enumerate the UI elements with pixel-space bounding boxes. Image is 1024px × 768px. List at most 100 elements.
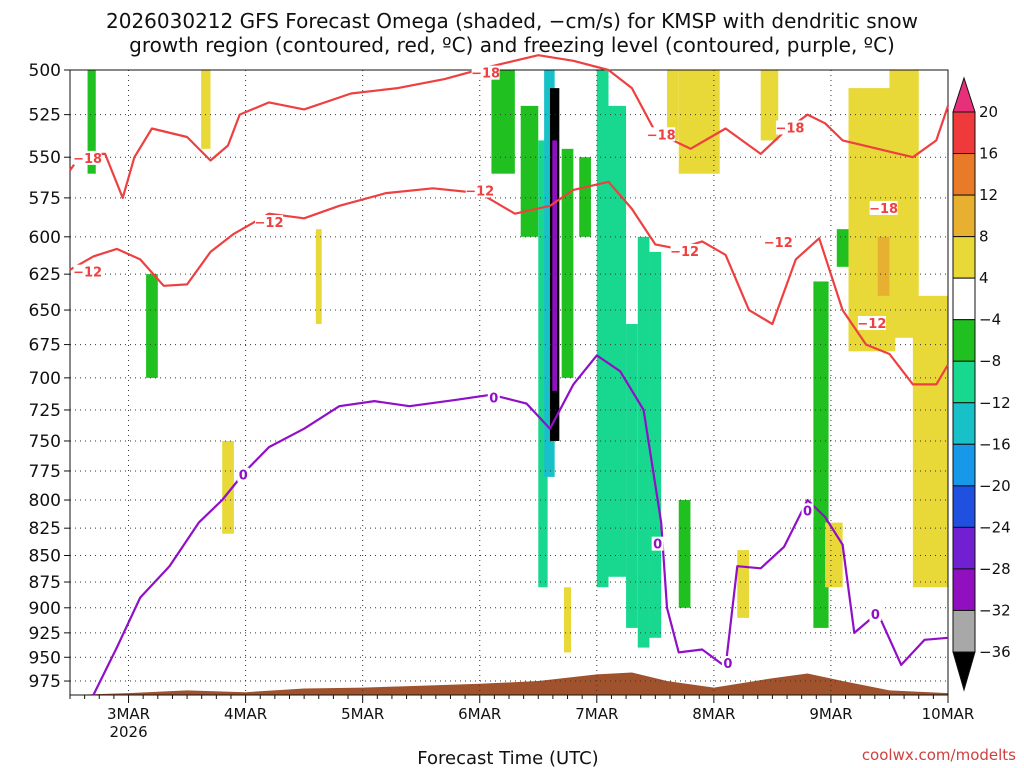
plot-area xyxy=(70,70,948,695)
colorbar-segment-1 xyxy=(952,153,976,196)
omega-band-6 xyxy=(520,105,539,237)
y-axis: 500 525 550 575 600 625 650 675 700 725 750 775 800 8… xyxy=(29,61,70,692)
y-tick-label-7: 675 xyxy=(29,336,61,356)
contour-label-bg-1 xyxy=(471,65,500,80)
y-tick-label-5: 625 xyxy=(29,265,61,285)
omega-band-30 xyxy=(912,295,948,588)
terrain-fill xyxy=(70,672,948,695)
y-tick-label-17: 925 xyxy=(29,624,61,644)
y-tick-label-18: 950 xyxy=(29,648,61,668)
x-tick-label-7: 10MAR xyxy=(922,705,975,723)
contour-labels: −18 −18 −18 −18 −18 −12 −12 −12 −12 −12 −12 0 0 0 0 0 0 xyxy=(73,65,898,672)
colorbar: 20 16 12 8 4 −4 −8 −12 −16 −20 −24 −28 −32 −36 xyxy=(952,76,1011,692)
x-axis-label: Forecast Time (UTC) xyxy=(417,748,598,768)
contour-label-bg-13 xyxy=(651,536,664,551)
x-tick-label-1: 4MAR xyxy=(224,705,267,723)
colorbar-segment-2 xyxy=(952,194,976,238)
contour-label-14: 0 xyxy=(723,657,732,672)
colorbar-label-3: 8 xyxy=(979,228,989,246)
contour-label-6: −12 xyxy=(255,216,284,231)
omega-band-5 xyxy=(491,70,515,174)
omega-band-0 xyxy=(87,70,96,174)
contour-label-9: −12 xyxy=(764,236,793,251)
contour-label-bg-3 xyxy=(775,120,804,135)
omega-band-1 xyxy=(146,274,158,378)
colorbar-segment-0 xyxy=(952,111,976,155)
contour-label-bg-2 xyxy=(647,127,676,142)
colorbar-segment-3 xyxy=(952,236,976,279)
y-tick-label-13: 825 xyxy=(29,519,61,539)
y-tick-label-0: 500 xyxy=(29,61,61,81)
y-tick-label-3: 575 xyxy=(29,189,61,209)
colorbar-top-arrow xyxy=(952,76,976,113)
contour-label-bg-6 xyxy=(255,214,284,229)
terrain xyxy=(70,672,948,695)
contour-label-bg-12 xyxy=(487,390,500,405)
omega-band-23 xyxy=(760,70,779,141)
contour-label-4: −18 xyxy=(869,202,898,217)
omega-band-26 xyxy=(836,229,849,267)
chart-title-line1: 2026030212 GFS Forecast Omega (shaded, −… xyxy=(106,9,918,33)
contour-label-bg-7 xyxy=(465,183,494,198)
contour-label-1: −18 xyxy=(471,67,500,82)
contour-label-10: −12 xyxy=(857,317,886,332)
contour-label-bg-15 xyxy=(801,503,814,518)
contour-label-bg-0 xyxy=(73,150,102,165)
colorbar-label-5: −4 xyxy=(979,311,1001,329)
omega-band-14 xyxy=(596,70,609,588)
contour-label-7: −12 xyxy=(465,184,494,199)
omega-band-10 xyxy=(552,140,557,391)
contour-label-5: −12 xyxy=(73,266,102,281)
omega-band-20 xyxy=(678,500,691,608)
contour-label-12: 0 xyxy=(489,392,498,407)
contour-label-2: −18 xyxy=(647,128,676,143)
omega-band-8 xyxy=(544,70,555,477)
omega-band-3 xyxy=(222,440,234,534)
y-tick-label-19: 975 xyxy=(29,672,61,692)
contour-label-0: −18 xyxy=(73,152,102,167)
omega-band-21 xyxy=(678,70,720,174)
plot-background xyxy=(70,70,948,695)
credit-text: coolwx.com/modelts xyxy=(862,746,1016,764)
contour-label-3: −18 xyxy=(775,121,804,136)
colorbar-label-4: 4 xyxy=(979,269,989,287)
colorbar-segment-9 xyxy=(952,485,976,528)
omega-shading xyxy=(87,70,948,653)
colorbar-label-8: −16 xyxy=(979,435,1011,453)
omega-band-13 xyxy=(579,157,591,237)
colorbar-segment-5 xyxy=(952,319,976,362)
omega-band-19 xyxy=(667,70,679,141)
colorbar-segment-10 xyxy=(952,526,976,570)
colorbar-label-10: −24 xyxy=(979,518,1011,536)
y-tick-label-6: 650 xyxy=(29,301,61,321)
y-tick-label-8: 700 xyxy=(29,369,61,389)
colorbar-label-1: 16 xyxy=(979,145,998,163)
y-tick-label-15: 875 xyxy=(29,573,61,593)
contour-label-11: 0 xyxy=(239,469,248,484)
contour-minus18 xyxy=(69,54,950,199)
contour-label-bg-9 xyxy=(764,234,793,249)
x-tick-label-5: 8MAR xyxy=(692,705,735,723)
colorbar-segment-6 xyxy=(952,360,976,404)
omega-band-18 xyxy=(649,251,662,638)
colorbar-segment-12 xyxy=(952,609,976,653)
x-tick-sublabel-0: 2026 xyxy=(109,723,147,741)
omega-band-12 xyxy=(564,587,572,653)
x-tick-label-3: 6MAR xyxy=(458,705,501,723)
colorbar-label-11: −28 xyxy=(979,560,1011,578)
contour-label-8: −12 xyxy=(670,245,699,260)
contour-label-bg-5 xyxy=(73,264,102,279)
colorbar-label-7: −12 xyxy=(979,394,1011,412)
omega-band-7 xyxy=(538,140,548,588)
contour-label-13: 0 xyxy=(653,538,662,553)
omega-band-17 xyxy=(637,236,650,648)
colorbar-label-13: −36 xyxy=(979,643,1011,661)
contour-label-bg-16 xyxy=(869,606,882,621)
omega-band-11 xyxy=(561,148,574,378)
colorbar-label-2: 12 xyxy=(979,186,998,204)
contour-minus12 xyxy=(69,180,949,386)
x-tick-label-6: 9MAR xyxy=(809,705,852,723)
x-tick-label-2: 5MAR xyxy=(341,705,384,723)
y-tick-label-10: 750 xyxy=(29,432,61,452)
